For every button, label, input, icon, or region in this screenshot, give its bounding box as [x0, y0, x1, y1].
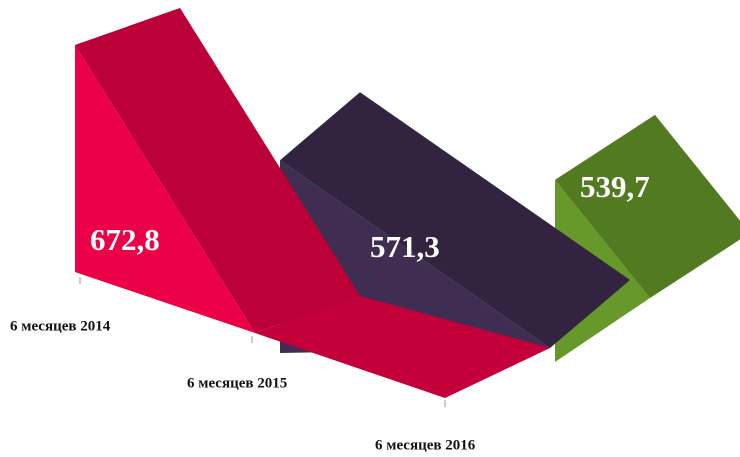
- plot: [75, 8, 740, 398]
- x-tick-label: 6 месяцев 2015: [187, 375, 287, 391]
- area-floor: [255, 296, 550, 398]
- area-top: [555, 114, 740, 298]
- data-label: 539,7: [580, 169, 650, 204]
- data-label: 672,8: [90, 222, 160, 257]
- area-shade: [255, 296, 550, 398]
- area-shade: [75, 8, 360, 333]
- x-tick-label: 6 месяцев 2016: [375, 437, 476, 453]
- area-shade: [280, 92, 630, 348]
- x-tick-label: 6 месяцев 2014: [10, 318, 111, 334]
- data-label: 571,3: [370, 229, 440, 264]
- area-top: [280, 92, 630, 348]
- area-top: [75, 8, 360, 333]
- area-shade: [555, 114, 740, 298]
